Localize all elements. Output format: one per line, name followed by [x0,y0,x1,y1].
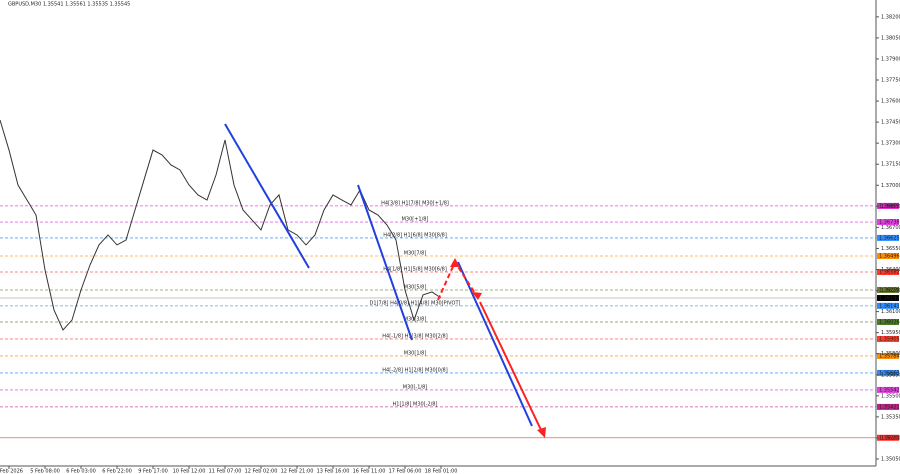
forecast-lines [224,123,546,438]
price-tag-label: 1.36382 [879,270,900,276]
price-tag-label: 1.36254 [879,287,900,293]
current-price-tag [877,294,899,301]
price-tag-label: 1.35905 [879,336,900,342]
level-label: M30[-1/8] [403,384,427,390]
current-price-label: 1.36197 [879,295,900,301]
y-tick-label: 1.36400 [881,267,900,273]
y-tick-label: 1.38050 [881,35,900,41]
x-tick-label: 18 Feb 01:00 [425,469,458,474]
level-label: D1[7/8] H4[0/8] H1[4/8] M30[PIVOT] [370,300,461,306]
chart-title: GBPUSD,M30 1.35541 1.35561 1.35535 1.355… [8,2,130,8]
level-label: H4[-2/8] H1[2/8] M30[0/8] [382,367,447,373]
levels: H4[3/8] H1[7/8] M30[+1/8] 1.36853 M30[+1/8… [0,200,900,441]
level-label: H4[1/8] H1[5/8] M30[6/8] [383,267,447,273]
price-tag-label: 1.36496 [879,254,900,260]
price-tag [877,386,899,393]
y-tick-label: 1.38200 [881,14,900,20]
y-tick-label: 1.37750 [881,78,900,84]
price-tag-label: 1.36141 [879,303,900,309]
x-tick-label: 11 Feb 07:00 [209,469,242,474]
level-label: M30[3/8] [404,316,427,322]
price-tag [877,318,899,325]
x-tick-label: 17 Feb 06:00 [389,469,422,474]
y-tick-label: 1.37450 [881,120,900,126]
level-label: H4[2/8] H1[6/8] M30[8/8] [383,232,447,238]
price-tag-label: 1.35542 [879,387,900,393]
price-tag [877,302,899,309]
level-label: H1[1/8] M30[-2/8] [393,401,438,407]
y-tick-label: 1.37150 [881,162,900,168]
price-tag-label: 1.35201 [879,435,900,441]
y-tick-label: 1.36850 [881,204,900,210]
price-tag-label: 1.36738 [879,220,900,226]
x-tick-label: 13 Feb 16:00 [317,469,350,474]
price-line [0,119,442,331]
arrow-head [537,427,546,438]
level-label: M30[5/8] [404,284,427,290]
y-tick-label: 1.35500 [881,393,900,399]
price-tag [877,269,899,276]
level-label: M30[1/8] [404,350,427,356]
y-tick-label: 1.37000 [881,183,900,189]
price-tag-label: 1.36026 [879,319,900,325]
x-tick-label: 9 Feb 17:00 [138,469,168,474]
price-tag [877,335,899,342]
price-tag-label: 1.36853 [879,203,900,209]
price-tag [877,219,899,226]
level-label: M30[+1/8] [402,217,429,223]
arrow-head [450,258,460,267]
y-tick-label: 1.36100 [881,309,900,315]
y-tick-label: 1.35050 [881,456,900,462]
level-label: M30[7/8] [404,251,427,257]
x-tick-label: 12 Feb 02:00 [245,469,278,474]
y-tick-label: 1.37900 [881,56,900,62]
level-label: H4[3/8] H1[7/8] M30[+1/8] [381,200,449,206]
x-tick-label: 10 Feb 12:00 [173,469,206,474]
trend-line [457,261,533,427]
price-tag-label: 1.35421 [879,404,900,410]
x-tick-label: 6 Feb 22:00 [102,469,132,474]
y-tick-label: 1.36550 [881,246,900,252]
price-tag [877,234,899,241]
forecast-arrow [479,301,543,433]
trend-line [224,123,310,269]
price-tag [877,286,899,293]
trend-line [357,184,413,341]
price-tag [877,202,899,209]
price-tag-label: 1.35784 [879,353,900,359]
x-tick-label: 4 Feb 2026 [0,469,23,474]
y-tick-label: 1.35950 [881,330,900,336]
price-tag [877,352,899,359]
arrow-head [472,292,482,300]
y-tick-label: 1.35200 [881,435,900,441]
y-tick-label: 1.37300 [881,141,900,147]
price-tag [877,403,899,410]
x-tick-label: 5 Feb 08:00 [30,469,60,474]
x-tick-label: 16 Feb 11:00 [353,469,386,474]
price-tag [877,253,899,260]
price-tag [877,434,899,441]
y-tick-label: 1.35650 [881,372,900,378]
y-tick-label: 1.35800 [881,351,900,357]
y-tick-label: 1.36700 [881,225,900,231]
price-tag-label: 1.35663 [879,370,900,376]
price-tag-label: 1.36625 [879,235,900,241]
price-tag [877,369,899,376]
y-tick-label: 1.35350 [881,414,900,420]
y-tick-label: 1.37600 [881,99,900,105]
y-tick-label: 1.36250 [881,288,900,294]
x-tick-label: 6 Feb 03:00 [66,469,96,474]
x-tick-label: 12 Feb 21:00 [281,469,314,474]
level-label: H4[-1/8] H1[3/8] M30[2/8] [382,333,447,339]
